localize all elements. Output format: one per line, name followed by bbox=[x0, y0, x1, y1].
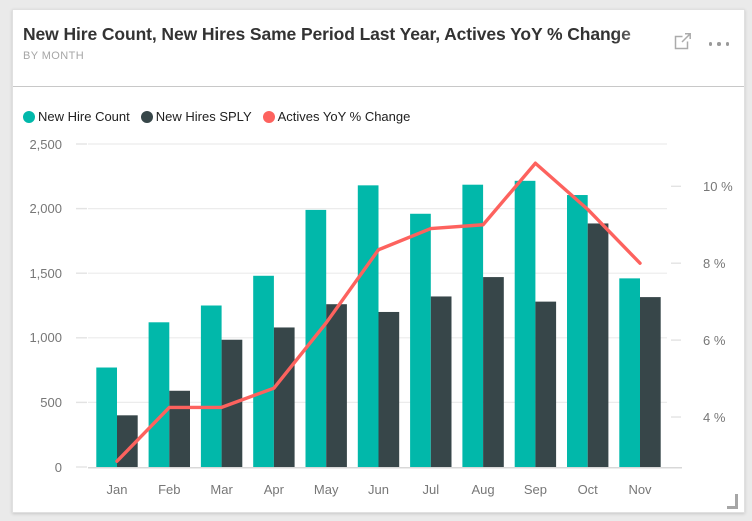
bar-new-hire-count-jun[interactable] bbox=[357, 185, 379, 467]
focus-mode-icon[interactable] bbox=[673, 31, 693, 51]
legend-dot-coral bbox=[262, 110, 275, 123]
resize-grip-icon[interactable] bbox=[735, 494, 738, 509]
legend-dot-teal bbox=[23, 110, 35, 123]
bar-new-hires-sply-feb[interactable] bbox=[169, 390, 190, 467]
bar-new-hire-count-jul[interactable] bbox=[410, 213, 431, 467]
bar-new-hires-sply-apr[interactable] bbox=[273, 327, 295, 467]
legend-label: New Hires SPLY bbox=[155, 109, 252, 124]
line-actives-yoy-change[interactable] bbox=[115, 161, 642, 463]
header-divider bbox=[13, 86, 744, 87]
bar-new-hires-sply-oct[interactable] bbox=[587, 223, 609, 467]
bar-new-hires-sply-sep[interactable] bbox=[535, 301, 557, 467]
legend-item-new-hire-count[interactable]: New Hire Count bbox=[23, 108, 130, 125]
bar-new-hires-sply-nov[interactable] bbox=[640, 297, 661, 467]
bar-new-hires-sply-may[interactable] bbox=[326, 304, 347, 467]
more-options-icon[interactable] bbox=[703, 36, 735, 52]
bar-new-hire-count-mar[interactable] bbox=[200, 305, 222, 468]
bar-new-hire-count-sep[interactable] bbox=[514, 180, 536, 467]
bar-new-hire-count-aug[interactable] bbox=[462, 184, 484, 467]
bar-new-hire-count-apr[interactable] bbox=[253, 275, 274, 467]
visual-subtitle: BY MONTH bbox=[23, 50, 85, 62]
visual-title: New Hire Count, New Hires Same Period La… bbox=[23, 24, 631, 44]
bar-new-hire-count-oct[interactable] bbox=[567, 195, 588, 467]
legend-label: New Hire Count bbox=[38, 109, 130, 124]
bar-new-hire-count-nov[interactable] bbox=[619, 278, 640, 467]
resize-grip-icon[interactable] bbox=[727, 506, 738, 509]
title-fade-overlay bbox=[613, 18, 715, 50]
bar-new-hire-count-jan[interactable] bbox=[96, 367, 117, 467]
legend: New Hire Count New Hires SPLY Actives Yo… bbox=[23, 108, 410, 125]
legend-item-new-hires-sply[interactable]: New Hires SPLY bbox=[140, 108, 252, 125]
legend-label: Actives YoY % Change bbox=[277, 109, 411, 124]
bar-new-hire-count-feb[interactable] bbox=[148, 322, 170, 467]
bar-new-hires-sply-jun[interactable] bbox=[378, 311, 400, 467]
bar-new-hires-sply-jul[interactable] bbox=[430, 296, 452, 467]
legend-item-actives-yoy[interactable]: Actives YoY % Change bbox=[262, 108, 411, 125]
legend-dot-dark bbox=[140, 110, 153, 123]
bar-new-hires-sply-aug[interactable] bbox=[483, 277, 504, 467]
